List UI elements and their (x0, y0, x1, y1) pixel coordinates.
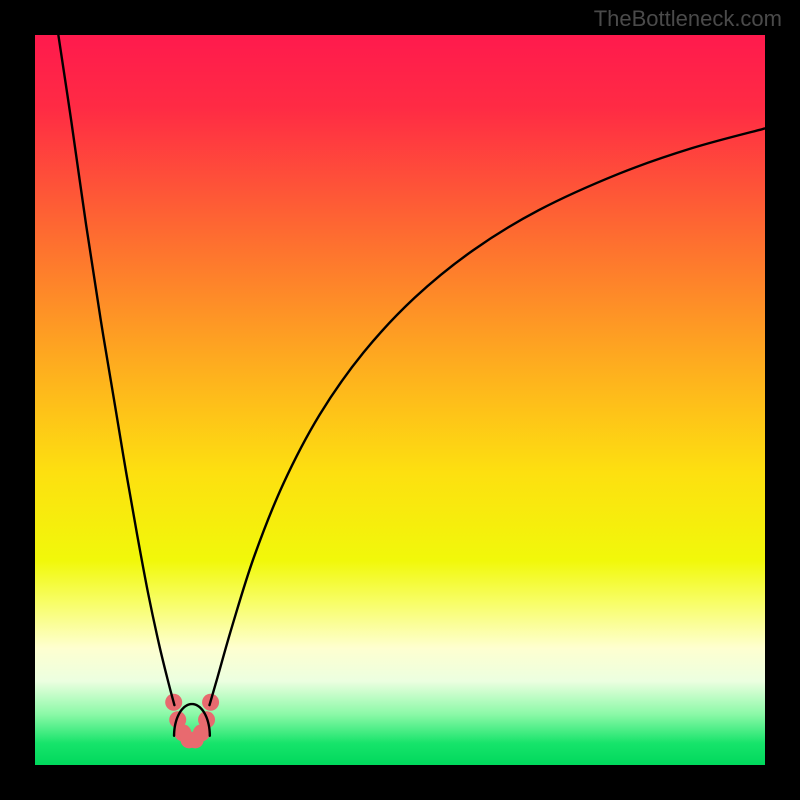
watermark-text: TheBottleneck.com (594, 6, 782, 32)
curve-left-branch (58, 35, 174, 705)
curve-right-branch (209, 128, 765, 705)
curve-layer (35, 35, 765, 765)
chart-frame (0, 0, 800, 800)
plot-area (35, 35, 765, 765)
